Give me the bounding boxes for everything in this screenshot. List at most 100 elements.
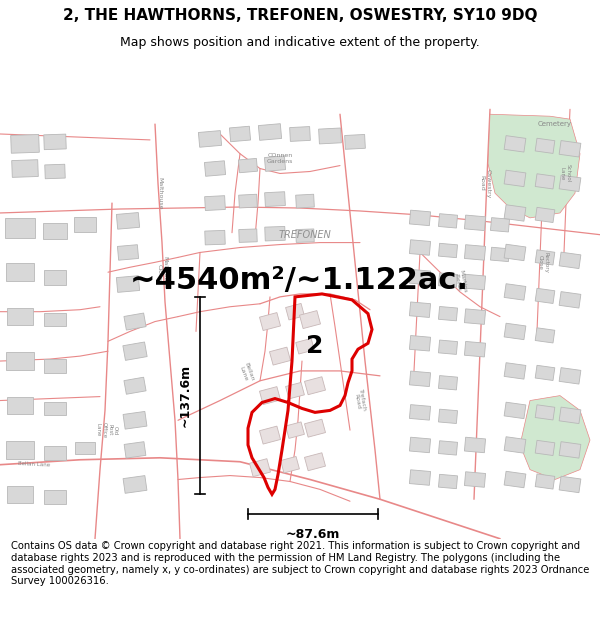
Polygon shape [439, 441, 458, 455]
Polygon shape [535, 250, 555, 265]
Polygon shape [535, 208, 555, 222]
Text: Rectory
Close: Rectory Close [538, 252, 548, 272]
Polygon shape [504, 244, 526, 261]
Text: 2, THE HAWTHORNS, TREFONEN, OSWESTRY, SY10 9DQ: 2, THE HAWTHORNS, TREFONEN, OSWESTRY, SY… [63, 8, 537, 23]
Polygon shape [409, 302, 431, 318]
Text: Bellan
Lane: Bellan Lane [238, 362, 254, 384]
Polygon shape [269, 347, 290, 365]
Polygon shape [75, 441, 95, 454]
Polygon shape [296, 194, 314, 208]
Polygon shape [229, 126, 251, 142]
Polygon shape [44, 491, 66, 504]
Polygon shape [11, 134, 40, 153]
Polygon shape [559, 407, 581, 424]
Polygon shape [439, 474, 458, 489]
Text: TREFONEN: TREFONEN [278, 229, 331, 239]
Polygon shape [124, 313, 146, 330]
Polygon shape [464, 274, 485, 290]
Polygon shape [281, 456, 299, 473]
Text: Map shows position and indicative extent of the property.: Map shows position and indicative extent… [120, 36, 480, 49]
Polygon shape [464, 245, 485, 260]
Polygon shape [535, 328, 555, 343]
Text: Old
Post
Office
Lane: Old Post Office Lane [96, 422, 118, 438]
Polygon shape [559, 252, 581, 269]
Polygon shape [439, 273, 458, 288]
Polygon shape [559, 368, 581, 384]
Polygon shape [239, 229, 257, 242]
Polygon shape [439, 243, 458, 258]
Polygon shape [464, 309, 485, 324]
Polygon shape [7, 486, 33, 502]
Polygon shape [409, 210, 431, 226]
Polygon shape [44, 401, 66, 416]
Polygon shape [535, 365, 555, 381]
Polygon shape [504, 362, 526, 379]
Polygon shape [7, 308, 33, 325]
Polygon shape [319, 128, 341, 144]
Text: Trefach
Road: Trefach Road [353, 388, 367, 412]
Polygon shape [559, 476, 581, 492]
Polygon shape [290, 126, 310, 141]
Polygon shape [239, 194, 257, 208]
Polygon shape [535, 288, 555, 304]
Polygon shape [6, 352, 34, 370]
Polygon shape [124, 378, 146, 394]
Polygon shape [464, 215, 485, 231]
Text: Malthouse
Close: Malthouse Close [157, 256, 167, 289]
Polygon shape [123, 411, 147, 429]
Polygon shape [409, 438, 431, 452]
Polygon shape [304, 419, 326, 437]
Text: ~4540m²/~1.122ac.: ~4540m²/~1.122ac. [130, 266, 469, 294]
Polygon shape [7, 397, 33, 414]
Polygon shape [286, 382, 304, 399]
Polygon shape [439, 409, 458, 424]
Polygon shape [439, 340, 458, 354]
Text: Martins
Fields: Martins Fields [452, 269, 467, 294]
Polygon shape [44, 359, 66, 373]
Polygon shape [205, 161, 226, 176]
Polygon shape [296, 229, 314, 242]
Polygon shape [296, 339, 314, 354]
Polygon shape [409, 371, 431, 386]
Polygon shape [12, 160, 38, 177]
Polygon shape [409, 336, 431, 351]
Text: 2: 2 [307, 334, 323, 358]
Polygon shape [344, 134, 365, 149]
Text: ~87.6m: ~87.6m [286, 528, 340, 541]
Polygon shape [265, 156, 286, 171]
Polygon shape [6, 441, 34, 459]
Polygon shape [439, 306, 458, 321]
Polygon shape [205, 231, 225, 245]
Text: COnnen
Gardens: COnnen Gardens [267, 153, 293, 164]
Polygon shape [5, 218, 35, 238]
Polygon shape [199, 131, 221, 148]
Text: School
Lane: School Lane [560, 164, 571, 182]
Polygon shape [44, 134, 66, 149]
Polygon shape [205, 196, 226, 211]
Polygon shape [116, 276, 140, 292]
Polygon shape [43, 223, 67, 239]
Polygon shape [409, 269, 431, 285]
Polygon shape [464, 438, 485, 452]
Polygon shape [116, 213, 140, 229]
Polygon shape [439, 376, 458, 390]
Polygon shape [504, 205, 526, 221]
Polygon shape [504, 170, 526, 187]
Polygon shape [504, 471, 526, 488]
Polygon shape [259, 387, 281, 404]
Text: Bellan Lane: Bellan Lane [18, 461, 50, 468]
Polygon shape [123, 476, 147, 493]
Polygon shape [304, 377, 326, 395]
Polygon shape [559, 141, 581, 157]
Polygon shape [124, 442, 146, 458]
Polygon shape [490, 217, 509, 232]
Polygon shape [464, 341, 485, 357]
Polygon shape [535, 441, 555, 456]
Polygon shape [464, 472, 485, 488]
Polygon shape [118, 245, 139, 260]
Text: Cemetery: Cemetery [538, 121, 572, 127]
Polygon shape [286, 422, 304, 438]
Polygon shape [535, 474, 555, 489]
Polygon shape [409, 240, 431, 255]
Polygon shape [409, 470, 431, 485]
